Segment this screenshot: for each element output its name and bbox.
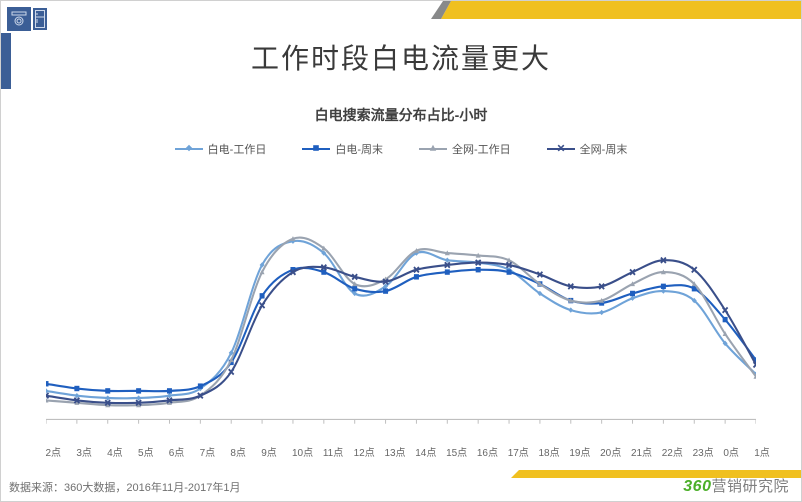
x-tick-label: 8点: [230, 444, 231, 459]
x-tick-label: 16点: [477, 444, 478, 459]
legend-label: 白电-工作日: [208, 141, 267, 157]
x-tick-label: 23点: [693, 444, 694, 459]
x-tick-label: 2点: [46, 444, 47, 459]
line-chart: [46, 171, 756, 441]
legend-item: 全网-工作日: [419, 141, 511, 157]
legend-item: 全网-周末: [547, 141, 628, 157]
x-tick-label: 19点: [569, 444, 570, 459]
slide-root: 工作时段白电流量更大 白电搜索流量分布占比-小时 白电-工作日 白电-周末 全网-工…: [0, 0, 802, 502]
x-tick-label: 13点: [384, 444, 385, 459]
legend-label: 全网-周末: [580, 141, 628, 157]
x-tick-label: 9点: [261, 444, 262, 459]
legend-item: 白电-工作日: [175, 141, 267, 157]
washer-icon: [7, 7, 31, 31]
fridge-icon: [33, 8, 47, 30]
slide-title: 工作时段白电流量更大: [1, 37, 801, 77]
x-tick-label: 22点: [662, 444, 663, 459]
x-tick-label: 21点: [631, 444, 632, 459]
top-accent-bar: [431, 1, 801, 19]
x-tick-label: 6点: [169, 444, 170, 459]
footer-brand: 360营销研究院: [683, 475, 789, 496]
x-tick-label: 11点: [323, 444, 324, 459]
legend-label: 全网-工作日: [452, 141, 511, 157]
brand-360: 360: [683, 478, 711, 495]
x-axis-labels: 2点 3点 4点 5点 6点 7点 8点 9点 10点 11点 12点 13点 14点 15点 16点 17点…: [46, 444, 756, 459]
x-tick-label: 3点: [76, 444, 77, 459]
x-tick-label: 17点: [508, 444, 509, 459]
x-tick-label: 10点: [292, 444, 293, 459]
x-tick-label: 20点: [600, 444, 601, 459]
x-tick-label: 5点: [138, 444, 139, 459]
x-tick-label: 0点: [723, 444, 724, 459]
chart-legend: 白电-工作日 白电-周末 全网-工作日 全网-周末: [1, 141, 801, 157]
legend-item: 白电-周末: [302, 141, 383, 157]
brand-text: 营销研究院: [711, 478, 789, 495]
chart-subtitle: 白电搜索流量分布占比-小时: [1, 105, 801, 125]
x-tick-label: 15点: [446, 444, 447, 459]
x-tick-label: 7点: [200, 444, 201, 459]
x-tick-label: 18点: [539, 444, 540, 459]
legend-label: 白电-周末: [335, 141, 383, 157]
x-tick-label: 4点: [107, 444, 108, 459]
category-icons: [7, 7, 47, 31]
x-tick-label: 1点: [754, 444, 755, 459]
data-source-text: 数据来源：360大数据，2016年11月-2017年1月: [9, 479, 241, 495]
x-tick-label: 14点: [415, 444, 416, 459]
x-tick-label: 12点: [354, 444, 355, 459]
